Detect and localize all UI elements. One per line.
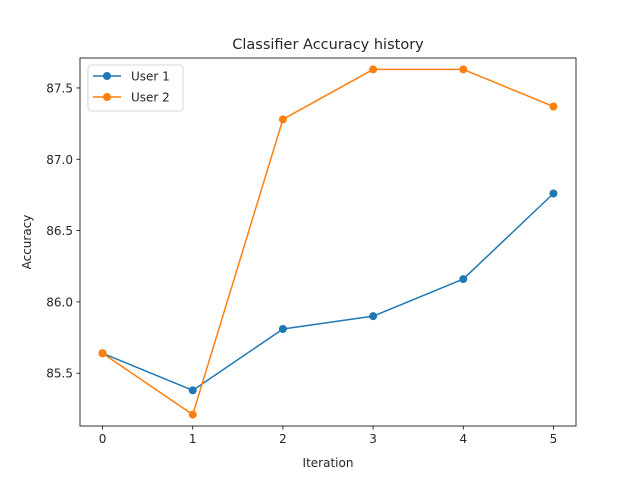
data-point: [188, 410, 197, 419]
chart-title: Classifier Accuracy history: [232, 37, 424, 53]
data-point: [459, 275, 468, 284]
series-line-user-1: [102, 192, 554, 392]
x-tick-label: 1: [189, 432, 197, 446]
x-tick-label: 5: [550, 432, 558, 446]
data-point: [278, 325, 287, 334]
legend: User 1 User 2: [87, 64, 184, 112]
y-tick-label: 86.0: [46, 295, 73, 309]
legend-marker: [103, 93, 111, 101]
x-axis-label: Iteration: [303, 456, 354, 470]
x-tick-label: 2: [279, 432, 287, 446]
data-point: [188, 386, 197, 395]
legend-label: User 1: [131, 70, 170, 84]
x-tick-label: 4: [459, 432, 467, 446]
data-point: [369, 65, 378, 74]
y-axis-label: Accuracy: [20, 215, 34, 270]
data-point: [278, 115, 287, 124]
axes-frame: [79, 57, 577, 427]
legend-marker: [103, 72, 111, 80]
y-tick-label: 85.5: [46, 367, 73, 381]
y-tick-label: 87.5: [46, 81, 73, 95]
y-axis-ticks: 85.5 86.0 86.5 87.0 87.5: [46, 81, 80, 381]
y-tick-label: 86.5: [46, 224, 73, 238]
data-point: [459, 65, 468, 74]
x-axis-ticks: 0 1 2 3 4 5: [99, 426, 558, 446]
data-point: [549, 102, 558, 111]
series-layer: [98, 65, 558, 419]
y-tick-label: 87.0: [46, 153, 73, 167]
data-point: [98, 349, 107, 358]
x-tick-label: 3: [369, 432, 377, 446]
legend-label: User 2: [131, 91, 170, 105]
data-point: [369, 312, 378, 321]
data-point: [549, 189, 558, 198]
x-tick-label: 0: [99, 432, 107, 446]
series-line-user-2: [102, 68, 554, 416]
